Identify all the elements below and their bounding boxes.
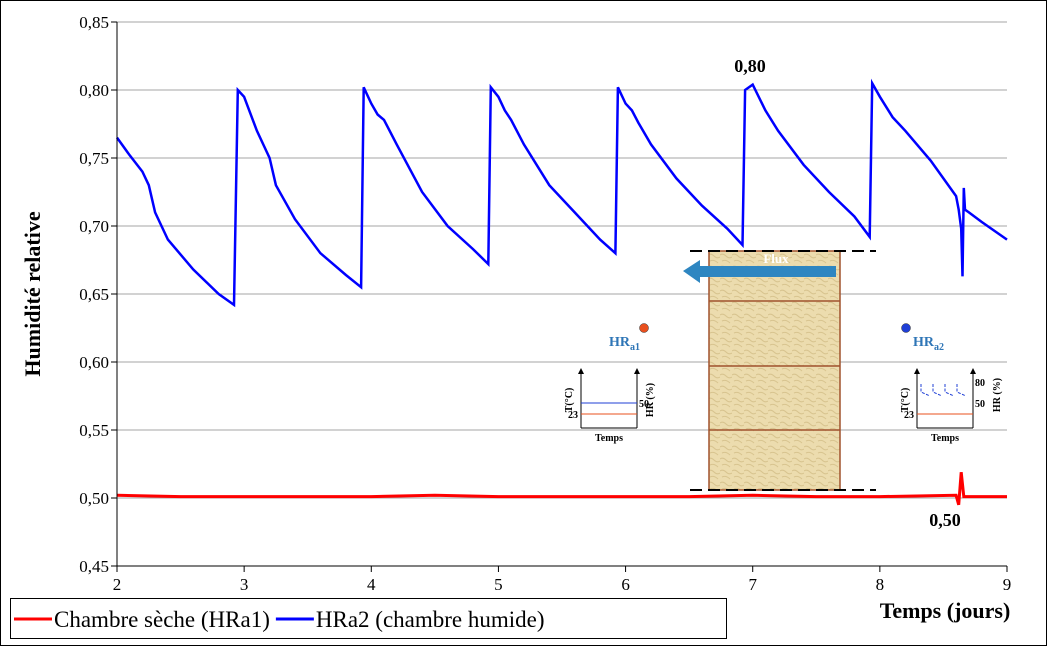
inset-value: 50 (639, 399, 649, 410)
x-tick-label: 8 (876, 575, 885, 594)
x-tick-label: 9 (1003, 575, 1012, 594)
legend (10, 598, 727, 639)
inset-value: 80 (975, 378, 985, 389)
y-tick-label: 0,85 (79, 13, 109, 32)
x-tick-label: 4 (367, 575, 376, 594)
inset-value: 23 (568, 410, 578, 421)
inset-axis: T(°C) (900, 388, 911, 413)
inset-value: 50 (975, 399, 985, 410)
min-label: 0,50 (929, 510, 961, 530)
y-tick-label: 0,60 (79, 353, 109, 372)
inset-axis: Temps (595, 433, 623, 444)
inset-value: 23 (904, 410, 914, 421)
y-tick-label: 0,50 (79, 489, 109, 508)
inset-axis: T(°C) (564, 388, 575, 413)
line-series (115, 78, 1008, 308)
inset-axis: Temps (931, 433, 959, 444)
wall-diagram (578, 250, 976, 491)
point-label: HRa1 (609, 335, 640, 353)
x-tick-label: 2 (113, 575, 122, 594)
line-series (116, 472, 1007, 506)
inset-axis: HR (%) (645, 383, 656, 417)
y-tick-label: 0,45 (79, 557, 109, 576)
x-tick-label: 3 (240, 575, 249, 594)
y-tick-label: 0,75 (79, 149, 109, 168)
max-label: 0,80 (734, 56, 766, 76)
y-tick-label: 0,55 (79, 421, 109, 440)
flux-label: Flux (763, 251, 789, 266)
y-axis-title: Humidité relative (20, 211, 45, 376)
x-tick-label: 7 (748, 575, 757, 594)
y-tick-label: 0,65 (79, 285, 109, 304)
legend-label: HRa2 (chambre humide) (316, 607, 545, 632)
point-label: HRa2 (913, 335, 944, 353)
inset-axis: HR (%) (992, 378, 1003, 412)
x-tick-label: 6 (621, 575, 630, 594)
y-tick-label: 0,70 (79, 217, 109, 236)
x-tick-label: 5 (494, 575, 503, 594)
y-tick-label: 0,80 (79, 81, 109, 100)
x-axis-title: Temps (jours) (880, 598, 1011, 623)
legend-label: Chambre sèche (HRa1) (54, 607, 270, 632)
